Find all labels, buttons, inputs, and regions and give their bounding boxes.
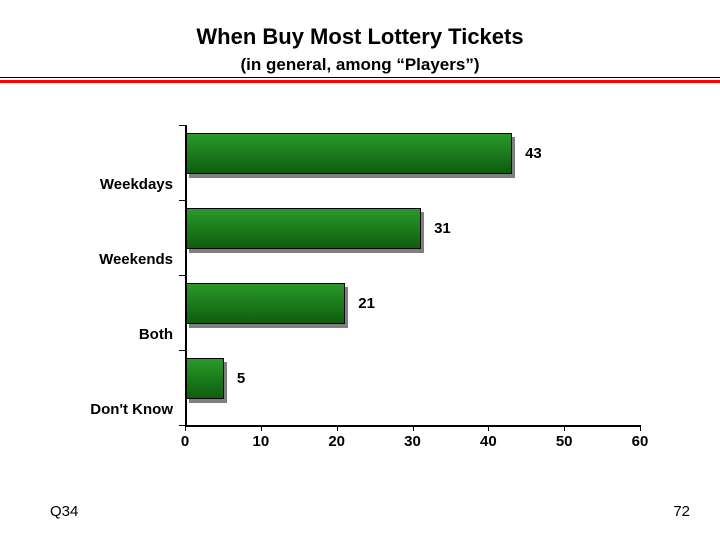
x-tick-label: 10 — [252, 433, 269, 450]
slide-subtitle: (in general, among “Players”) — [0, 55, 720, 75]
bar — [186, 133, 512, 174]
x-tick — [185, 425, 186, 431]
bar-chart: Weekdays43Weekends31Both21Don't Know5010… — [60, 115, 660, 455]
category-label: Don't Know — [60, 401, 173, 418]
x-tick — [261, 425, 262, 431]
y-tick — [179, 350, 185, 351]
slide-title: When Buy Most Lottery Tickets — [0, 24, 720, 50]
x-tick-label: 50 — [556, 433, 573, 450]
x-tick-label: 40 — [480, 433, 497, 450]
x-tick-label: 0 — [181, 433, 189, 450]
x-tick — [413, 425, 414, 431]
bar-value-label: 21 — [358, 295, 375, 312]
divider-thick — [0, 80, 720, 83]
x-tick-label: 30 — [404, 433, 421, 450]
y-tick — [179, 200, 185, 201]
question-id: Q34 — [50, 503, 78, 520]
bar-value-label: 5 — [237, 370, 245, 387]
bar — [186, 358, 224, 399]
x-tick — [640, 425, 641, 431]
slide: When Buy Most Lottery Tickets (in genera… — [0, 0, 720, 540]
category-label: Weekdays — [60, 176, 173, 193]
bar-value-label: 31 — [434, 220, 451, 237]
y-tick — [179, 125, 185, 126]
x-tick-label: 60 — [632, 433, 649, 450]
category-label: Weekends — [60, 251, 173, 268]
y-tick — [179, 275, 185, 276]
x-tick — [337, 425, 338, 431]
bar — [186, 208, 421, 249]
category-label: Both — [60, 326, 173, 343]
x-tick-label: 20 — [328, 433, 345, 450]
x-tick — [488, 425, 489, 431]
divider-thin — [0, 77, 720, 78]
x-tick — [564, 425, 565, 431]
page-number: 72 — [673, 503, 690, 520]
bar — [186, 283, 345, 324]
bar-value-label: 43 — [525, 145, 542, 162]
